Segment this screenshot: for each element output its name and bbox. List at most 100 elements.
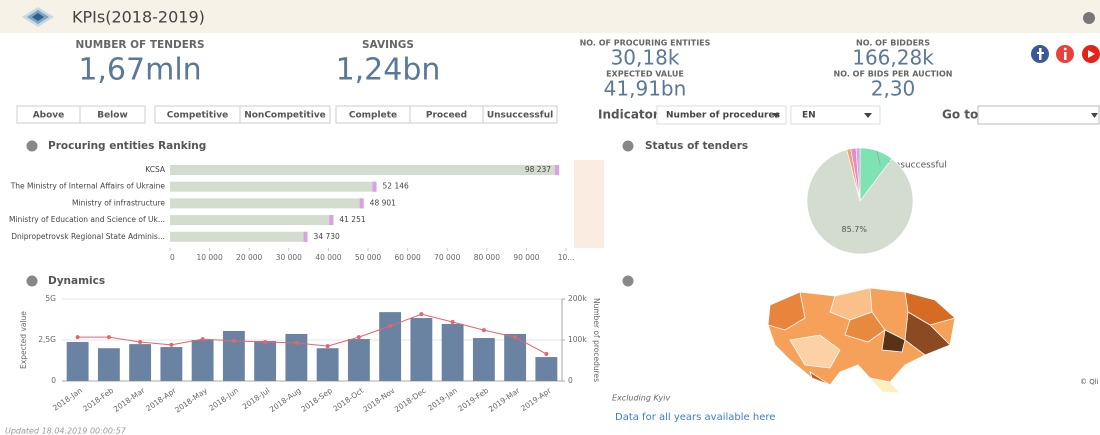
help-icon[interactable] [1083,12,1095,24]
bar-cap [555,165,559,175]
updated-note: Updated 18.04.2019 00:00:57 [5,427,127,435]
bar [170,182,377,192]
ukraine-map [768,288,955,393]
slice-value: 85.7% [842,225,868,234]
chart-title: Dynamics [48,275,105,287]
value-label: 34 730 [314,232,340,241]
dashboard: KPIs(2018-2019) NUMBER OF TENDERS 1,67ml… [0,0,1100,435]
x-tick-label: 2019-Feb [456,386,490,414]
line-point [419,312,423,316]
kpi-label: NUMBER OF TENDERS [75,39,204,51]
y-tick-label: 0 [51,376,56,385]
x-tick-label: 40 000 [315,253,341,262]
x-tick-label: 2018-Oct [331,386,365,413]
button-label[interactable]: Complete [349,111,397,121]
kpi-label: SAVINGS [362,39,414,51]
x-tick-label: 2018-Mar [112,385,147,414]
scroll-area[interactable] [574,160,604,248]
x-tick-label: 2018-Aug [268,386,303,414]
kpi-value: 41,91bn [604,77,687,101]
y2-tick-label: 100k [568,335,587,344]
bar-cap [373,182,377,192]
y-axis-title: Expected value [19,311,28,369]
goto-select[interactable] [978,106,1099,124]
bar [254,341,276,381]
bar [98,348,120,381]
x-tick-label: 2019-Apr [519,385,553,413]
bar [67,342,89,381]
help-icon[interactable] [623,276,634,287]
button-label[interactable]: Proceed [426,111,467,121]
button-label[interactable]: NonCompetitive [244,111,326,121]
x-tick-label: 50 000 [355,253,381,262]
data-link[interactable]: Data for all years available here [615,412,775,423]
value-label: 52 146 [383,182,409,191]
x-tick-label: 0 [170,253,175,262]
filter-buttons: Above Below Competitive NonCompetitive Compl… [17,106,557,123]
bar [170,232,308,242]
button-label[interactable]: Above [33,111,65,121]
bar [379,312,401,381]
bar [170,198,364,208]
bar [170,215,333,225]
bar-cap [329,215,333,225]
y2-tick-label: 0 [568,376,573,385]
x-tick-label: 2018-Jun [207,386,240,413]
help-icon[interactable] [27,276,38,287]
map-note: Excluding Kyiv [612,394,670,403]
facebook-icon[interactable] [1031,45,1049,63]
line-point [388,324,392,328]
x-tick-label: 2018-Jul [241,386,272,411]
select-value[interactable]: Number of procedures [666,111,780,121]
category-label: Dnipropetrovsk Regional State Adminis... [11,232,165,241]
kpi-value: 30,18k [611,46,680,70]
goto-label: Go to [942,108,978,122]
x-tick-label: 30 000 [276,253,302,262]
button-label[interactable]: Competitive [167,111,228,121]
bar [442,324,464,381]
line-point [482,328,486,332]
info-icon[interactable] [1056,45,1074,63]
button-label[interactable]: Unsuccessful [487,111,553,121]
line-point [232,339,236,343]
button-label[interactable]: Below [97,111,128,121]
category-label: Ministry of Education and Science of Uk.… [9,215,165,224]
line-point [107,335,111,339]
bar [317,348,339,381]
indicator-label: Indicator [598,108,659,122]
line-point [544,352,548,356]
youtube-icon[interactable] [1082,45,1100,63]
language-select[interactable]: EN [791,106,880,124]
line-point [294,341,298,345]
help-icon[interactable] [27,141,38,152]
line-point [76,335,80,339]
line-point [513,335,517,339]
indicator-select[interactable]: Number of procedures [657,106,786,124]
bar [170,165,559,175]
help-icon[interactable] [623,141,634,152]
x-tick-label: 70 000 [434,253,460,262]
bar [535,357,557,381]
map-credit: © Qli [1080,378,1099,386]
line-point [357,335,361,339]
line-point [201,337,205,341]
bar [129,344,151,381]
y-tick-label: 5G [45,294,56,303]
x-tick-label: 20 000 [236,253,262,262]
bar-cap [360,198,364,208]
select-value[interactable]: EN [802,111,816,121]
x-tick-label: 90 000 [513,253,539,262]
header-title: KPIs(2018-2019) [72,8,205,27]
x-tick-label: 2018-Jan [51,386,84,413]
bar [473,338,495,381]
value-label: 98 237 [525,165,551,174]
x-tick-label: 2018-Sep [299,386,334,414]
bar [223,331,245,381]
value-label: 41 251 [339,215,365,224]
kpi-value: 2,30 [871,77,916,101]
x-tick-label: 2019-Mar [487,385,522,414]
y-tick-label: 2,5G [38,335,56,344]
category-label: The Ministry of Internal Affairs of Ukra… [10,182,166,191]
x-tick-label: 2018-Feb [81,386,115,414]
x-tick-label: 2019-Jan [426,386,459,413]
